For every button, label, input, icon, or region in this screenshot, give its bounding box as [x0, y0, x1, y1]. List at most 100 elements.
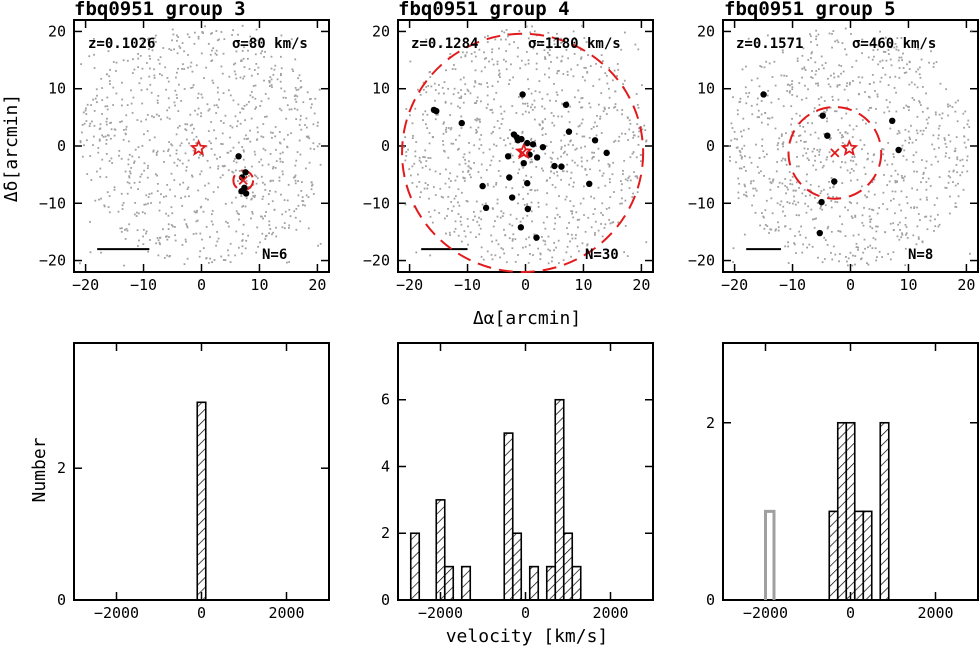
field-galaxy — [473, 102, 476, 105]
field-galaxy — [954, 202, 957, 205]
field-galaxy — [900, 236, 903, 239]
field-galaxy — [270, 84, 273, 86]
histogram-bar — [435, 499, 446, 601]
field-galaxy — [776, 202, 779, 205]
field-galaxy — [491, 108, 493, 111]
field-galaxy — [113, 186, 116, 189]
field-galaxy — [464, 235, 467, 238]
field-galaxy — [516, 55, 519, 58]
field-galaxy — [143, 133, 145, 136]
field-galaxy — [191, 174, 193, 177]
field-galaxy — [555, 91, 558, 94]
field-galaxy — [254, 53, 257, 56]
field-galaxy — [495, 183, 498, 186]
group-circle — [401, 32, 645, 273]
field-galaxy — [149, 43, 152, 46]
field-galaxy — [806, 173, 808, 176]
field-galaxy — [622, 169, 624, 172]
field-galaxy — [207, 262, 210, 264]
field-galaxy — [872, 209, 875, 212]
field-galaxy — [126, 181, 129, 184]
field-galaxy — [743, 183, 746, 186]
field-galaxy — [250, 74, 253, 77]
field-galaxy — [948, 212, 951, 215]
field-galaxy — [165, 212, 167, 215]
field-galaxy — [822, 164, 825, 167]
field-galaxy — [180, 142, 183, 145]
field-galaxy — [637, 135, 640, 138]
field-galaxy — [264, 115, 266, 118]
field-galaxy — [453, 87, 456, 90]
field-galaxy — [462, 156, 465, 159]
field-galaxy — [141, 211, 144, 214]
field-galaxy — [106, 108, 109, 111]
field-galaxy — [908, 106, 910, 108]
field-galaxy — [279, 152, 282, 155]
field-galaxy — [124, 170, 127, 173]
field-galaxy — [92, 98, 95, 101]
field-galaxy — [747, 37, 750, 40]
field-galaxy — [221, 174, 224, 177]
field-galaxy — [634, 43, 637, 46]
field-galaxy — [475, 236, 477, 239]
field-galaxy — [517, 202, 519, 205]
field-galaxy — [210, 60, 213, 62]
field-galaxy — [234, 254, 237, 257]
field-galaxy — [157, 58, 160, 61]
field-galaxy — [477, 171, 480, 173]
field-galaxy — [297, 194, 300, 197]
field-galaxy — [543, 49, 546, 52]
member-point — [524, 139, 531, 147]
count-label-2: N=30 — [585, 247, 619, 263]
field-galaxy — [168, 141, 171, 143]
field-galaxy — [811, 70, 813, 72]
field-galaxy — [844, 206, 847, 209]
field-galaxy — [486, 82, 488, 84]
field-galaxy — [801, 192, 804, 195]
field-galaxy — [278, 131, 281, 133]
field-galaxy — [100, 251, 102, 254]
field-galaxy — [556, 70, 559, 72]
field-galaxy — [232, 29, 234, 32]
field-galaxy — [817, 82, 819, 85]
field-galaxy — [473, 51, 476, 54]
field-galaxy — [546, 179, 549, 182]
field-galaxy — [479, 227, 482, 230]
field-galaxy — [828, 180, 830, 183]
field-galaxy — [85, 139, 88, 142]
field-galaxy — [245, 134, 247, 137]
field-galaxy — [535, 68, 538, 71]
field-galaxy — [176, 39, 178, 42]
field-galaxy — [527, 37, 530, 40]
field-galaxy — [126, 59, 129, 62]
histogram-bar — [554, 398, 565, 601]
field-galaxy — [167, 223, 170, 226]
field-galaxy — [572, 45, 574, 48]
field-galaxy — [874, 121, 877, 124]
field-galaxy — [791, 80, 794, 82]
field-galaxy — [424, 156, 426, 159]
field-galaxy — [296, 151, 299, 153]
field-galaxy — [867, 190, 870, 193]
member-point — [586, 180, 593, 187]
field-galaxy — [244, 166, 247, 169]
field-galaxy — [151, 115, 153, 118]
field-galaxy — [261, 164, 264, 167]
field-galaxy — [826, 109, 828, 112]
field-galaxy — [873, 193, 876, 196]
field-galaxy — [881, 256, 884, 258]
field-galaxy — [447, 156, 450, 159]
field-galaxy — [284, 96, 287, 99]
field-galaxy — [583, 66, 586, 69]
field-galaxy — [500, 210, 503, 213]
field-galaxy — [215, 104, 218, 107]
field-galaxy — [141, 145, 144, 147]
field-galaxy — [131, 155, 134, 158]
field-galaxy — [231, 170, 234, 173]
field-galaxy — [825, 108, 828, 111]
field-galaxy — [297, 180, 300, 182]
field-galaxy — [267, 203, 270, 205]
field-galaxy — [422, 156, 425, 158]
field-galaxy — [748, 91, 751, 94]
